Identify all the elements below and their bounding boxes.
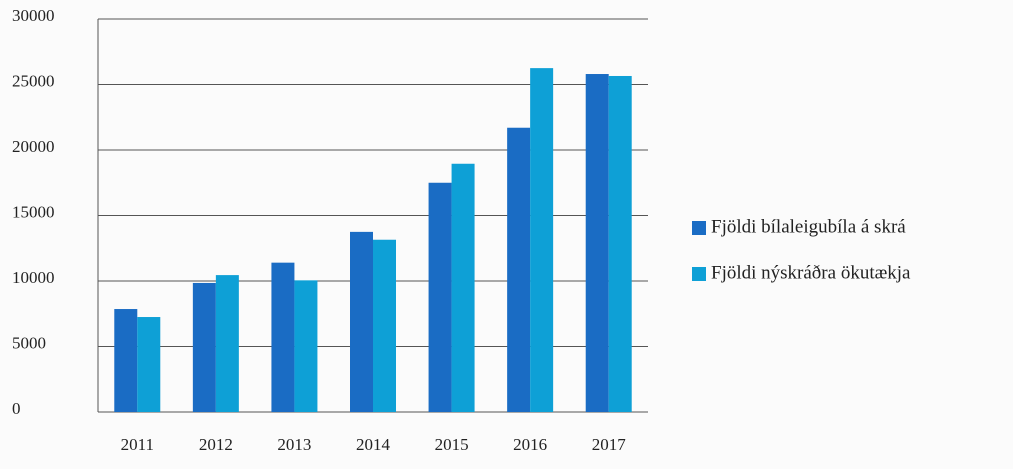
bar	[608, 75, 632, 413]
bar	[192, 282, 216, 412]
bar	[507, 127, 531, 412]
bar	[215, 275, 239, 412]
y-tick-label: 10000	[12, 268, 55, 287]
x-tick-label: 2014	[356, 435, 391, 454]
x-tick-label: 2017	[592, 435, 627, 454]
y-tick-label: 0	[12, 399, 21, 418]
legend-swatch	[692, 221, 706, 235]
bar	[530, 68, 554, 412]
x-tick-label: 2013	[277, 435, 311, 454]
y-tick-label: 25000	[12, 71, 55, 90]
x-tick-label: 2016	[513, 435, 547, 454]
bar	[114, 309, 138, 412]
legend-label: Fjöldi bílaleigubíla á skrá	[711, 216, 906, 237]
bar	[373, 239, 396, 412]
y-tick-label: 5000	[12, 333, 46, 352]
bar	[585, 74, 609, 413]
y-tick-label: 15000	[12, 202, 55, 221]
y-tick-label: 30000	[12, 6, 55, 25]
bar	[137, 317, 161, 412]
x-tick-label: 2011	[121, 435, 154, 454]
bar	[451, 163, 475, 412]
x-tick-label: 2012	[199, 435, 233, 454]
legend-swatch	[692, 267, 706, 281]
y-tick-label: 20000	[12, 137, 55, 156]
bar	[294, 280, 318, 412]
legend-label: Fjöldi nýskráðra ökutækja	[711, 262, 911, 283]
bar	[350, 231, 373, 412]
bar	[271, 262, 295, 412]
bar	[428, 182, 452, 412]
x-tick-label: 2015	[435, 435, 469, 454]
